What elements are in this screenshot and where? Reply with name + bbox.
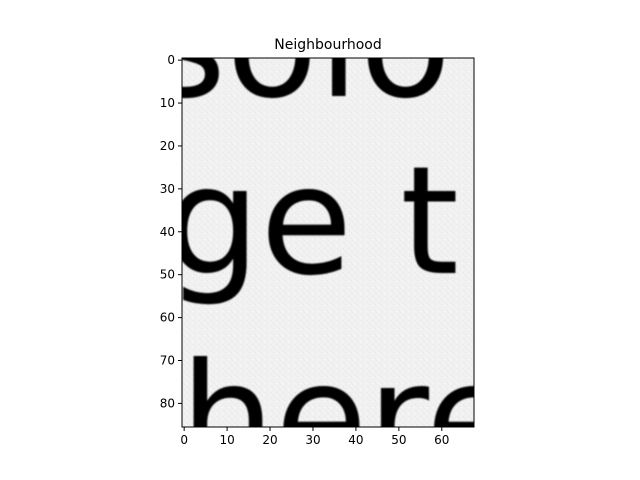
- image-text-row-2: ge t: [165, 135, 459, 309]
- x-tick-label: 20: [262, 433, 277, 447]
- axes-frame: [181, 57, 475, 428]
- y-tick-label: 30: [160, 182, 175, 196]
- x-tick-label: 10: [219, 433, 234, 447]
- y-tick-label: 20: [160, 139, 175, 153]
- image-text-row-1: solo: [148, 0, 451, 132]
- x-tick-label: 40: [348, 433, 363, 447]
- y-tick-label: 0: [167, 53, 175, 67]
- image-plot: solo ge t here: [148, 0, 518, 480]
- image-background: [182, 58, 474, 427]
- x-tick-label: 30: [305, 433, 320, 447]
- y-tick-label: 10: [160, 96, 175, 110]
- y-tick-label: 70: [160, 353, 175, 367]
- y-tick-label: 40: [160, 225, 175, 239]
- text-image-content: solo ge t here: [148, 0, 518, 480]
- y-tick-label: 60: [160, 311, 175, 325]
- y-tick-label: 50: [160, 268, 175, 282]
- y-axis: 0 10 20 30 40 50 60 70 80: [160, 53, 182, 410]
- x-tick-label: 50: [391, 433, 406, 447]
- chart-title: Neighbourhood: [274, 37, 381, 53]
- x-axis: 0 10 20 30 40 50 60: [180, 427, 449, 447]
- y-tick-label: 80: [160, 396, 175, 410]
- x-tick-label: 0: [180, 433, 188, 447]
- image-text-row-3: here: [180, 332, 518, 480]
- x-tick-label: 60: [434, 433, 449, 447]
